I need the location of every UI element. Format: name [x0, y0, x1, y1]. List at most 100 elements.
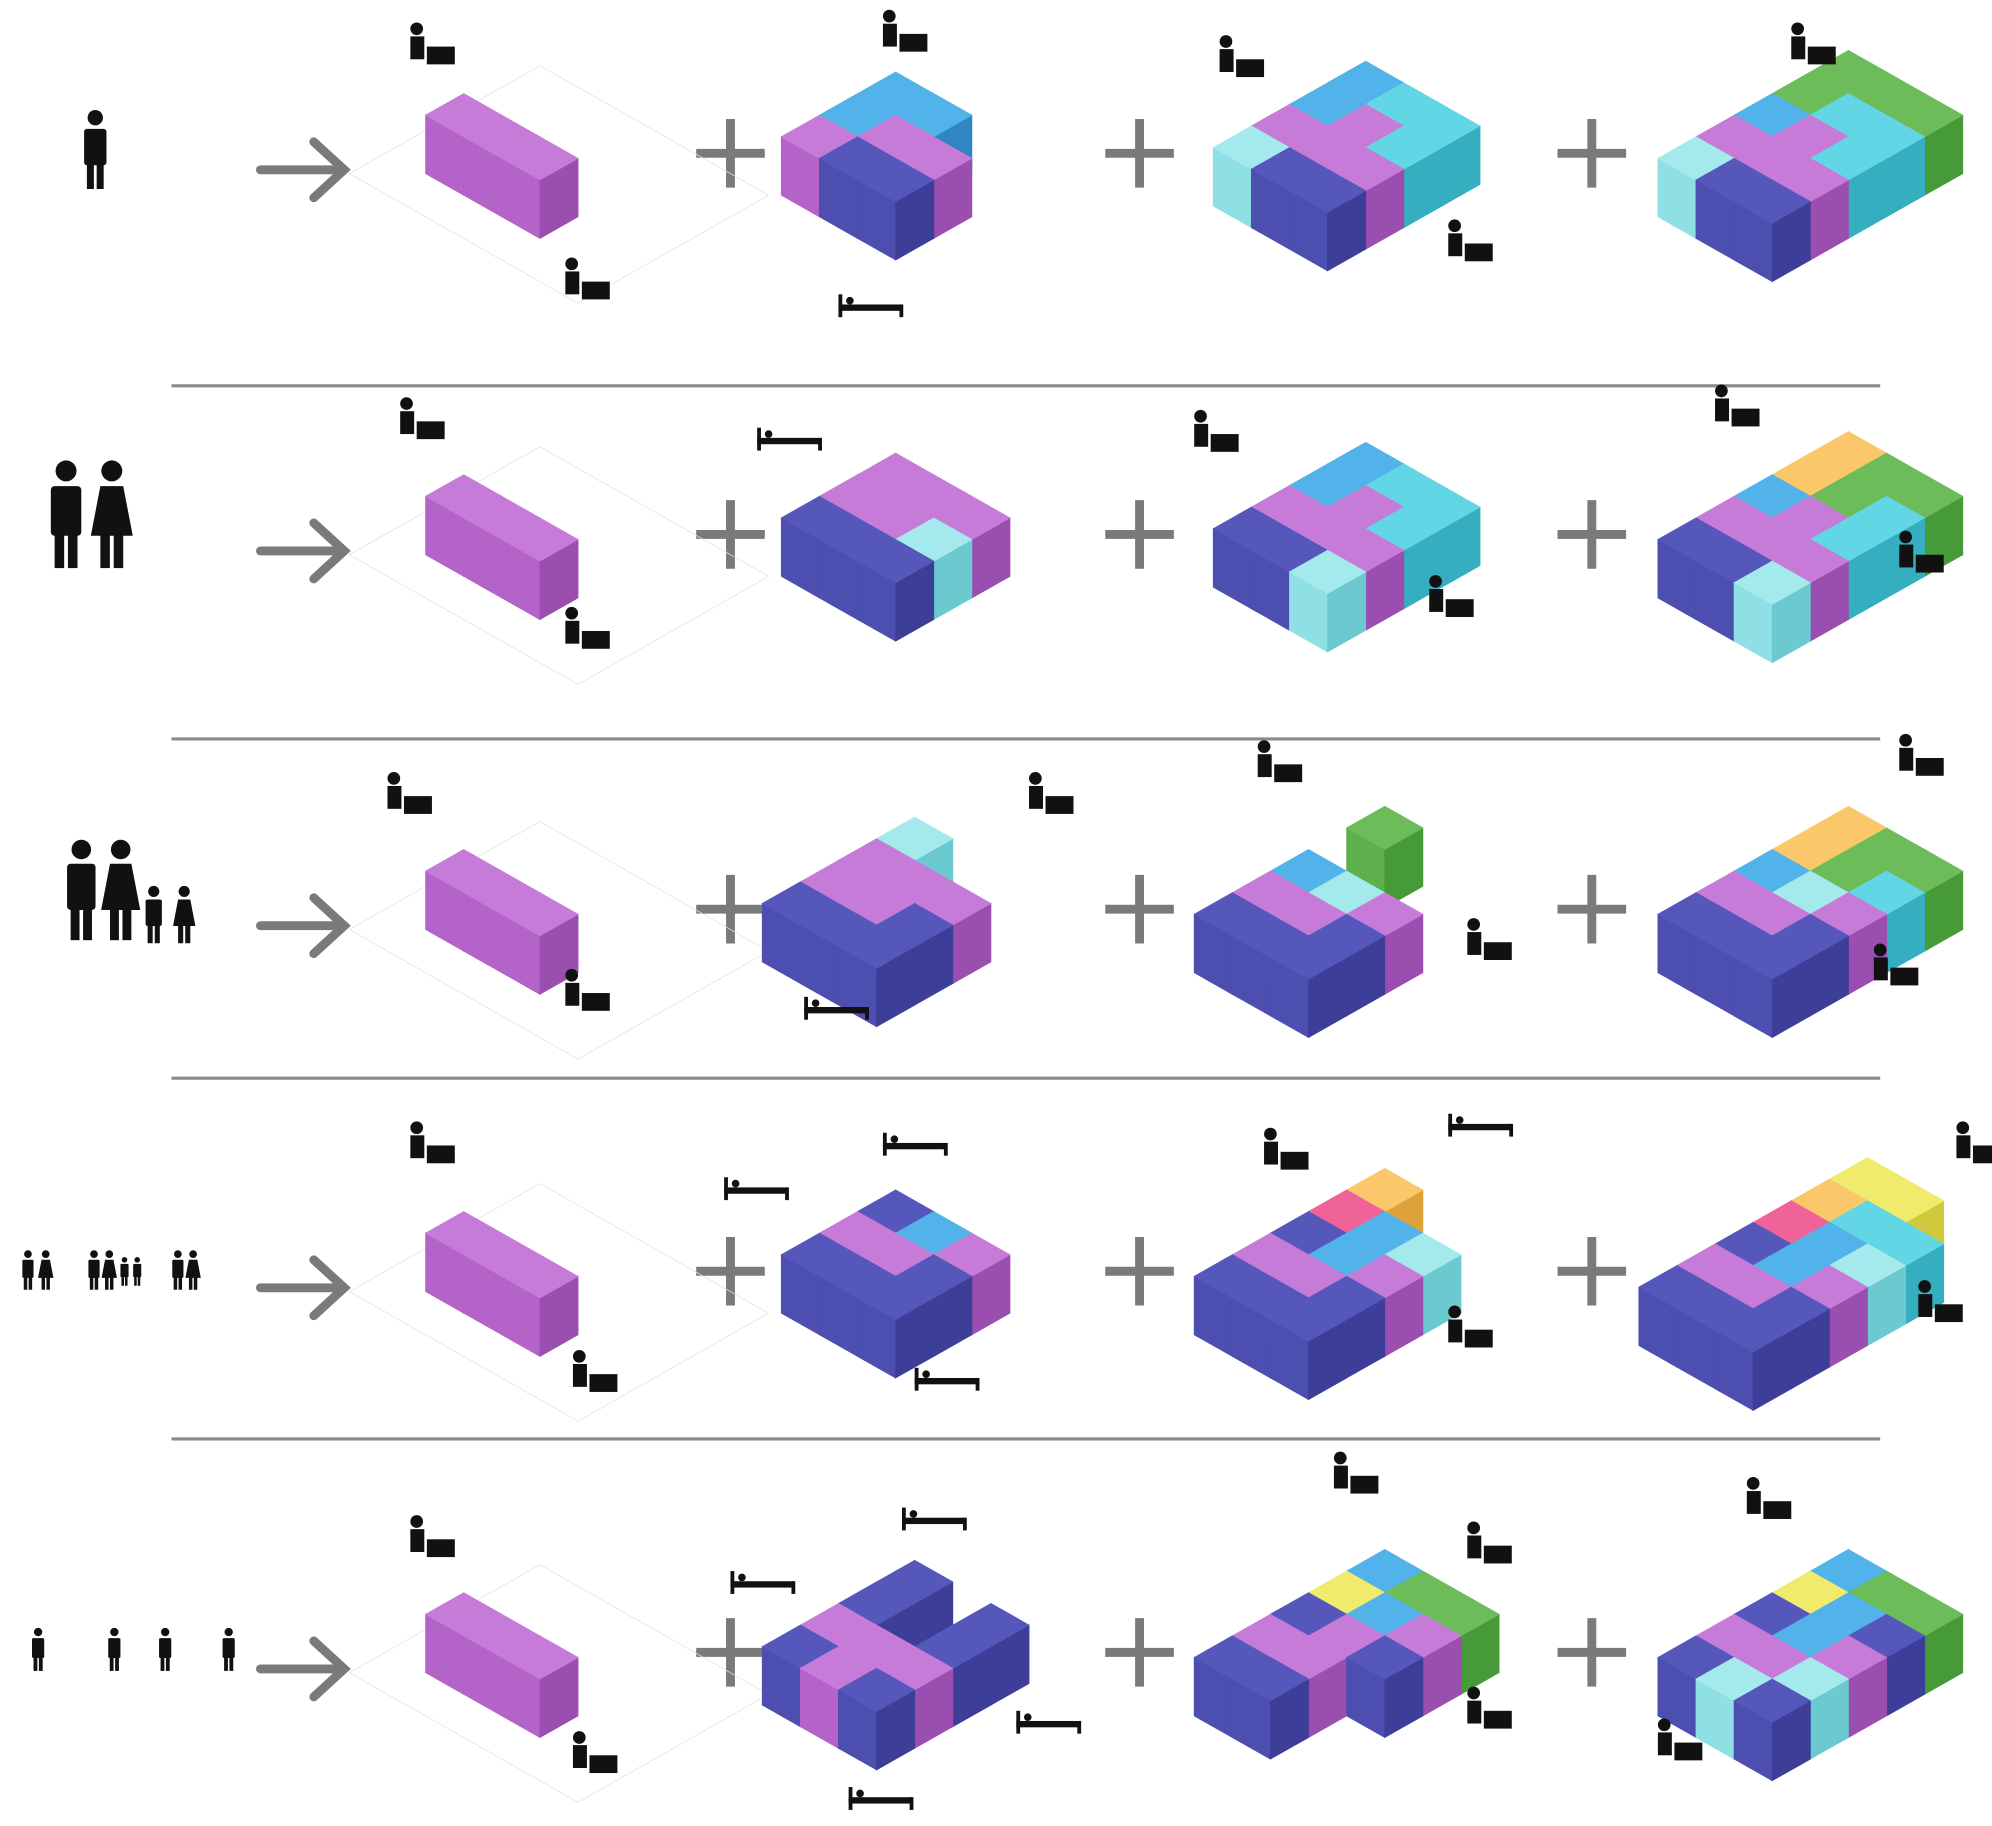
block-top-face	[1733, 935, 1812, 980]
body	[84, 128, 107, 166]
head	[1956, 1121, 1970, 1135]
block-top-face	[1269, 935, 1348, 980]
torso	[1873, 957, 1888, 981]
leg	[178, 1277, 183, 1290]
torso	[1029, 785, 1044, 809]
body	[145, 899, 162, 926]
pillow	[738, 1573, 746, 1582]
furniture	[581, 993, 610, 1011]
block-cluster	[761, 816, 992, 1028]
person-icon	[172, 1250, 184, 1290]
plus-sign	[1557, 500, 1627, 569]
plus-sign	[1105, 1236, 1174, 1306]
torso	[565, 271, 580, 295]
person-icon	[101, 839, 141, 941]
head	[1194, 409, 1207, 423]
person-icon	[145, 885, 162, 944]
bed-icon	[838, 294, 904, 318]
block-cluster	[1657, 805, 1964, 1039]
torso	[572, 1363, 587, 1387]
head	[24, 1250, 32, 1258]
leg	[125, 1276, 128, 1286]
furniture	[416, 421, 445, 440]
activity-icon	[1791, 22, 1836, 65]
bed-icon	[757, 427, 822, 451]
body	[108, 1638, 121, 1658]
leg	[113, 533, 124, 569]
bed-mattress	[757, 437, 821, 445]
bed-mattress	[730, 1581, 795, 1588]
head	[410, 1515, 424, 1528]
activity-icon	[565, 968, 610, 1011]
leg	[122, 908, 132, 941]
head	[387, 771, 401, 785]
torso	[410, 36, 425, 60]
bed-icon	[1016, 1710, 1082, 1734]
person-icon	[222, 1627, 235, 1671]
leg	[94, 1277, 99, 1290]
activity-icon	[1956, 1121, 1992, 1164]
furniture	[1464, 243, 1493, 262]
bed-icon	[848, 1787, 914, 1810]
torso	[1918, 1294, 1933, 1317]
activity-icon	[1746, 1477, 1792, 1519]
activity-icon	[882, 9, 928, 52]
block-top-face	[1714, 1308, 1793, 1353]
block-cluster	[1212, 60, 1481, 272]
activity-icon	[410, 1515, 455, 1558]
head	[400, 397, 413, 410]
bed-mattress	[1448, 1123, 1512, 1131]
bed-mattress	[882, 1142, 947, 1150]
activity-icon	[1219, 35, 1265, 78]
leg	[160, 1657, 165, 1671]
person-icon	[101, 1250, 117, 1290]
body	[88, 1259, 100, 1278]
activity-icon	[410, 22, 455, 65]
furniture	[1210, 434, 1239, 452]
head	[565, 257, 579, 271]
activity-icon	[565, 257, 610, 300]
furniture	[426, 1145, 455, 1164]
torso	[1899, 544, 1914, 568]
furniture	[1890, 967, 1919, 986]
furniture	[1464, 1329, 1493, 1348]
torso	[1657, 1732, 1672, 1756]
activity-icon	[1448, 219, 1493, 262]
activity-icon	[1873, 943, 1919, 986]
arrow	[255, 1255, 351, 1321]
block-top-face	[856, 157, 935, 203]
pillow	[846, 296, 854, 305]
activity-icon	[1899, 733, 1944, 776]
leg	[86, 163, 94, 189]
person-icon	[159, 1627, 172, 1671]
furniture	[1445, 599, 1474, 617]
block-cluster	[348, 821, 770, 1060]
torso	[882, 23, 897, 47]
torso	[1467, 1535, 1482, 1559]
pillow	[811, 999, 820, 1008]
pillow	[909, 1510, 918, 1518]
head	[105, 1250, 114, 1258]
furniture	[403, 796, 432, 814]
head	[110, 839, 131, 860]
leg	[147, 924, 153, 944]
head	[121, 1257, 128, 1263]
torso	[1264, 1141, 1279, 1165]
bed-mattress	[848, 1797, 913, 1804]
head	[71, 839, 92, 860]
block-top-face	[837, 924, 916, 969]
activity-icon	[1899, 530, 1944, 573]
block-top-face	[501, 1254, 579, 1299]
torso	[400, 411, 415, 435]
activity-icon	[410, 1121, 455, 1164]
arrow	[255, 1636, 351, 1702]
torso	[565, 982, 580, 1006]
arrow	[255, 518, 351, 584]
bed-mattress	[1016, 1720, 1080, 1728]
block-cluster	[761, 1559, 1030, 1771]
block-cluster	[348, 446, 770, 685]
bed-icon	[730, 1571, 796, 1594]
block-top-face	[856, 1275, 935, 1320]
furniture	[426, 46, 455, 65]
block-cluster	[1657, 1549, 1964, 1782]
